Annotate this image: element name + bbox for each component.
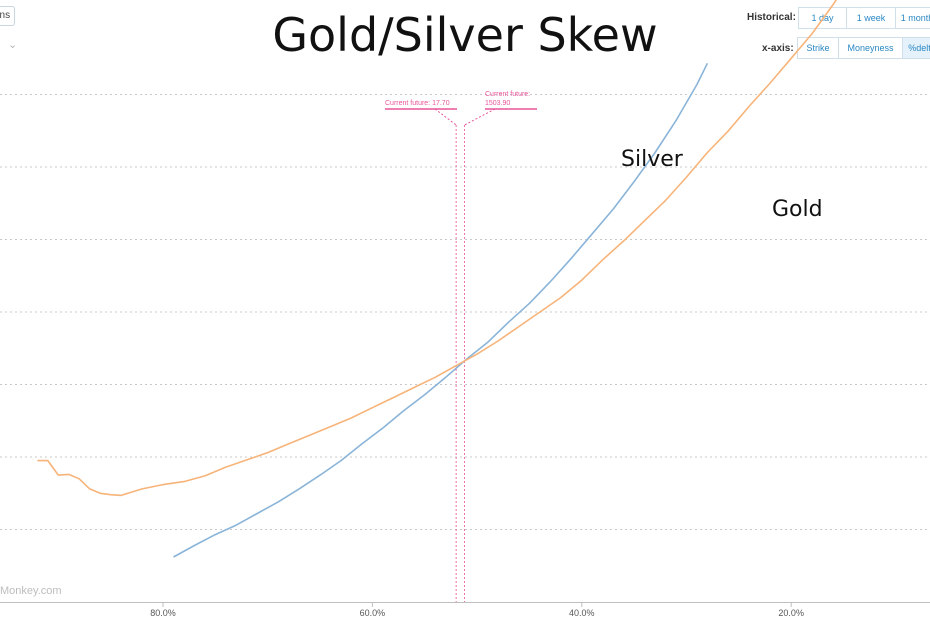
- current-future-label: Current future: 17.70: [385, 100, 450, 107]
- x-axis-delta-button[interactable]: %delta: [902, 37, 930, 59]
- x-axis-label: x-axis:: [762, 43, 794, 54]
- historical-1-month-button[interactable]: 1 month: [895, 7, 930, 29]
- x-tick-label: 60.0%: [360, 608, 386, 618]
- series-line-silver: [173, 62, 709, 558]
- x-tick-label: 40.0%: [569, 608, 595, 618]
- series-label-silver: Silver: [621, 147, 684, 172]
- historical-1-week-button[interactable]: 1 week: [846, 7, 896, 29]
- series-label-gold: Gold: [772, 197, 823, 222]
- options-button[interactable]: ons: [0, 6, 16, 26]
- current-future-leader: [434, 108, 457, 126]
- chevron-down-icon[interactable]: ⌄: [8, 39, 18, 51]
- current-future-value: 1503.90: [485, 100, 510, 107]
- x-tick-label: 80.0%: [150, 608, 176, 618]
- current-future-leader: [464, 108, 496, 126]
- x-axis-moneyness-button[interactable]: Moneyness: [838, 37, 903, 59]
- x-tick-label: 20.0%: [778, 608, 804, 618]
- historical-label: Historical:: [747, 12, 796, 23]
- chart-title: Gold/Silver Skew: [272, 8, 658, 62]
- x-axis-strike-button[interactable]: Strike: [797, 37, 839, 59]
- current-future-label: Current future:: [485, 91, 530, 98]
- watermark-text: Monkey.com: [0, 585, 62, 597]
- series-line-gold: [37, 0, 838, 497]
